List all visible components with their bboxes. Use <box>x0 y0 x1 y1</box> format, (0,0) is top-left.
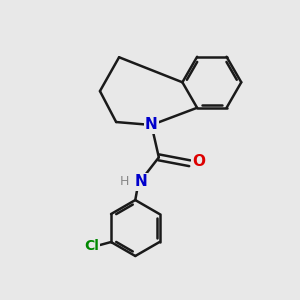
Text: H: H <box>119 175 129 188</box>
Text: Cl: Cl <box>85 239 99 254</box>
Text: O: O <box>192 154 205 169</box>
Text: N: N <box>145 118 158 133</box>
Text: N: N <box>134 174 147 189</box>
